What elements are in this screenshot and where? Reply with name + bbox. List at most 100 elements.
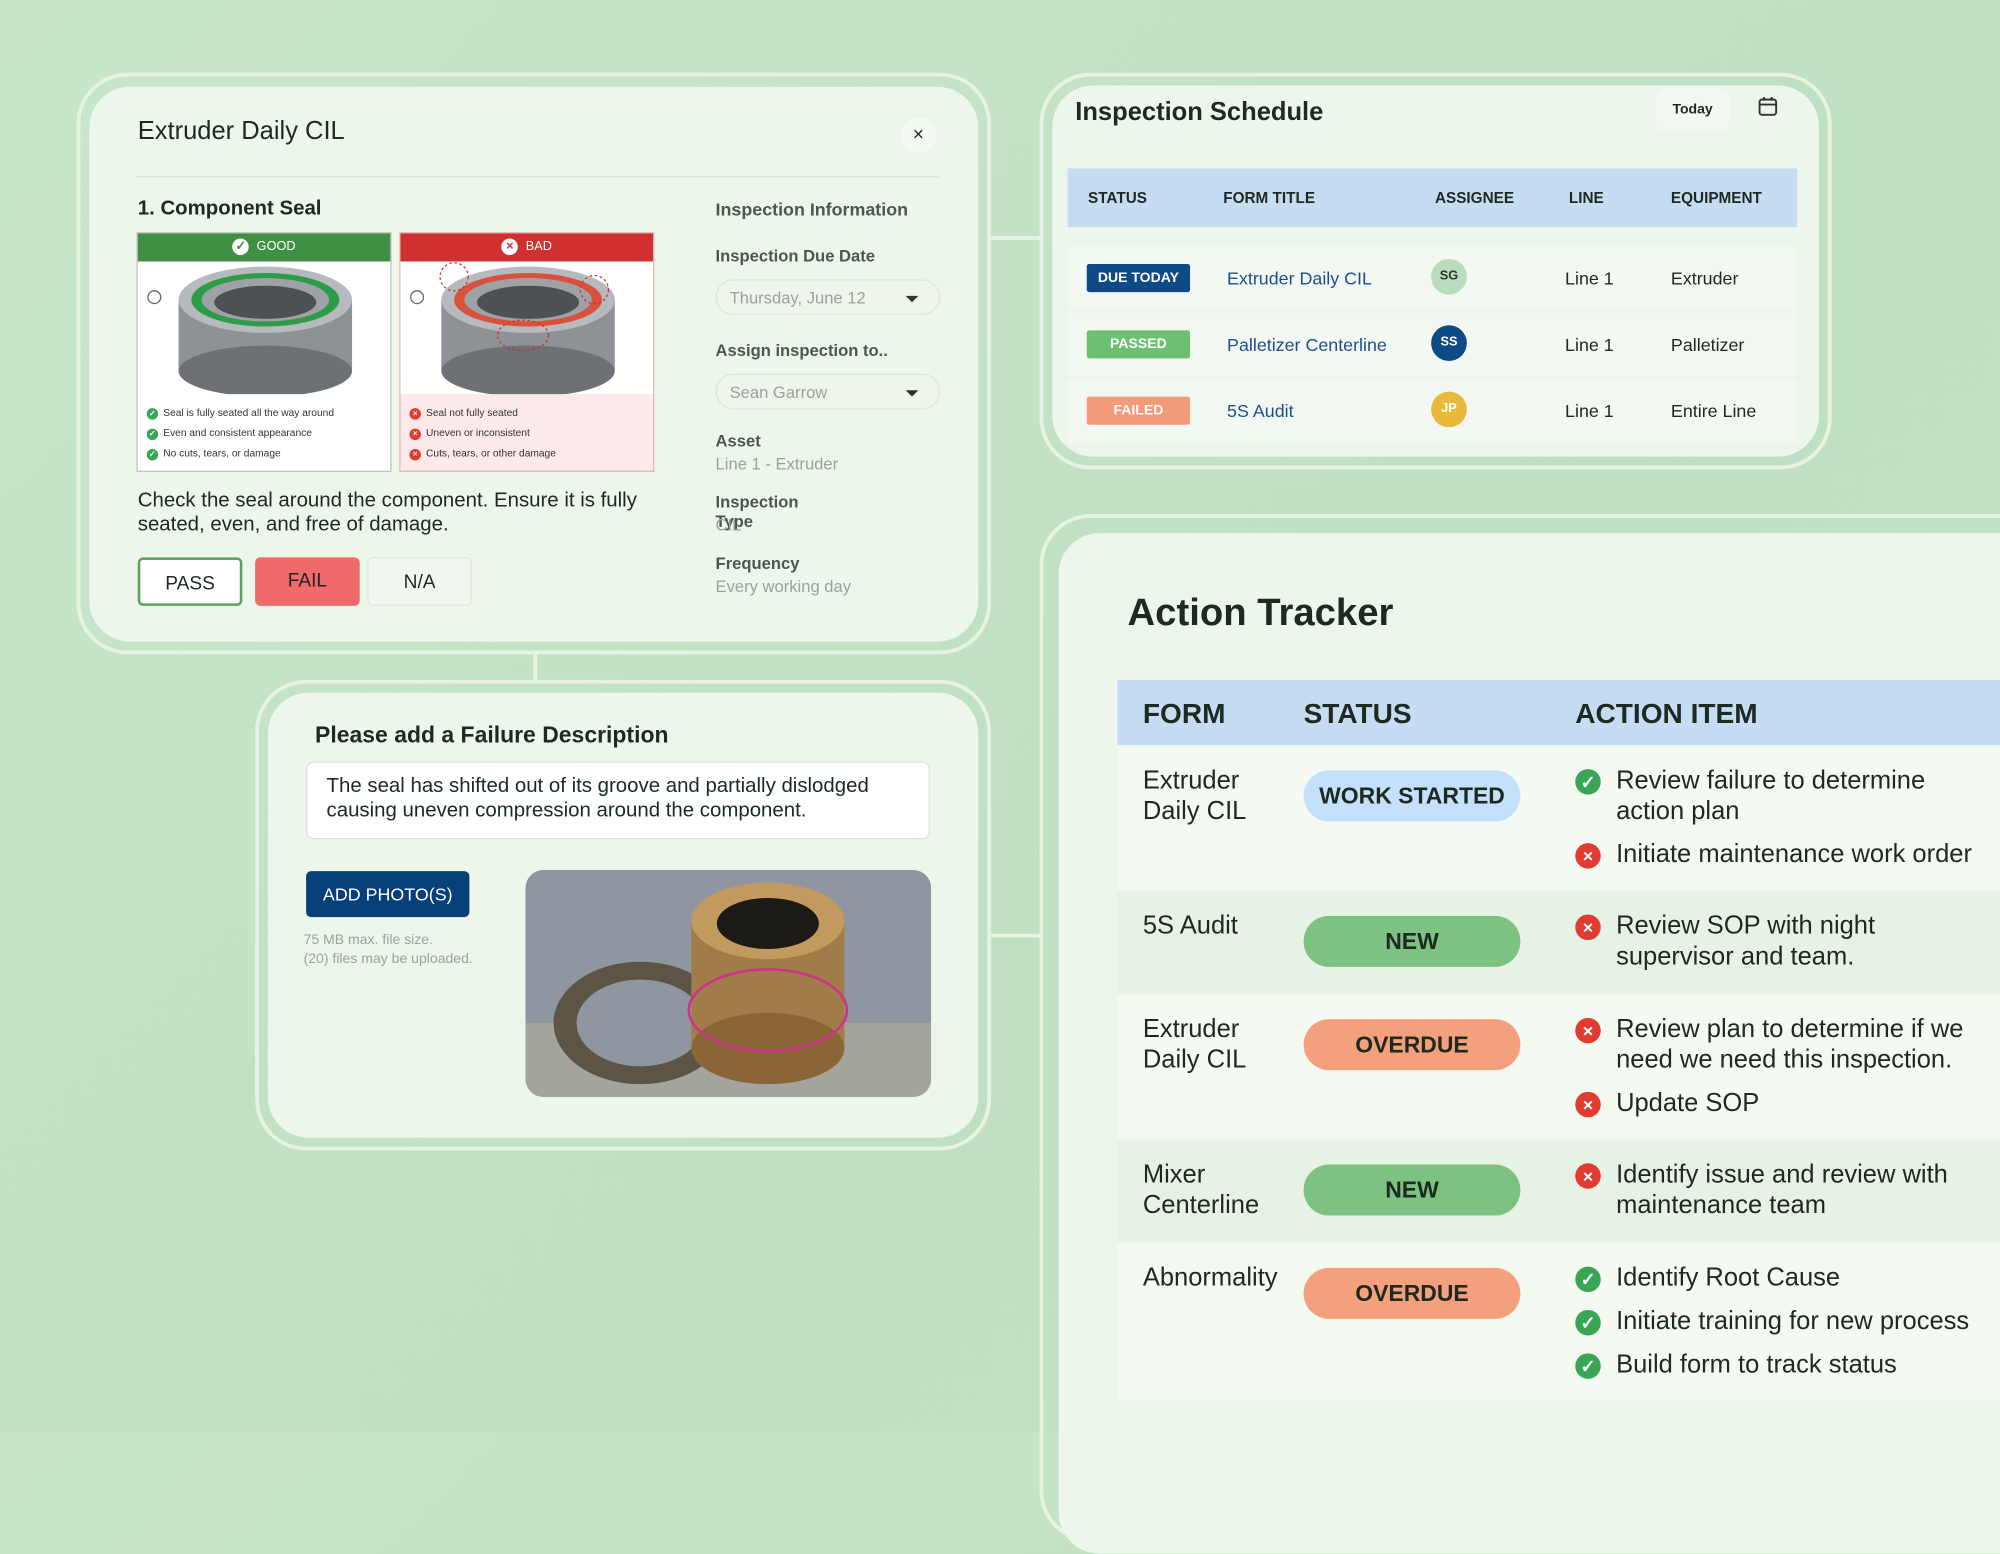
- seal-photo: [400, 261, 654, 395]
- line-cell: Line 1: [1565, 400, 1614, 421]
- example-point: Uneven or inconsistent: [426, 427, 530, 439]
- connector: [991, 933, 1043, 938]
- card-title: Action Tracker: [1127, 591, 1394, 634]
- today-button[interactable]: Today: [1655, 88, 1730, 132]
- line-cell: Line 1: [1565, 334, 1614, 355]
- x-icon: ×: [1575, 1017, 1601, 1044]
- status-pill: OVERDUE: [1303, 1267, 1521, 1319]
- x-icon: ×: [1575, 914, 1601, 941]
- action-item: Build form to track status: [1616, 1350, 1897, 1379]
- example-point: Seal not fully seated: [426, 406, 518, 419]
- divider: [135, 176, 939, 178]
- info-heading: Inspection Information: [715, 198, 909, 220]
- check-icon: ✓: [146, 448, 159, 461]
- action-item: Update SOP: [1616, 1089, 1760, 1118]
- good-label-text: GOOD: [256, 239, 296, 254]
- field-label: Frequency: [715, 553, 800, 573]
- inspection-card: Extruder Daily CIL × 1. Component Seal ✓…: [89, 86, 979, 642]
- table-header: [1067, 168, 1798, 228]
- equipment-cell: Palletizer: [1670, 334, 1745, 355]
- field-value: Line 1 - Extruder: [715, 454, 839, 474]
- bad-label-text: BAD: [525, 239, 553, 254]
- action-item: Initiate training for new process: [1616, 1307, 1970, 1336]
- avatar: SG: [1431, 258, 1467, 295]
- field-value: CIL: [715, 515, 742, 535]
- form-cell: Mixer Centerline: [1142, 1160, 1260, 1220]
- seal-photo: [147, 266, 353, 395]
- card-title: Extruder Daily CIL: [137, 117, 345, 146]
- field-value: Every working day: [715, 576, 852, 596]
- tracker-card: Action Tracker FORM STATUS ACTION ITEM Extr…: [1058, 533, 2000, 1554]
- table-row: Mixer Centerline NEW × Identify issue and r…: [1117, 1140, 2000, 1242]
- table-header: [1117, 679, 2000, 745]
- column-header: STATUS: [1088, 188, 1147, 207]
- action-item: Identify Root Cause: [1616, 1264, 1841, 1293]
- column-header: LINE: [1568, 188, 1604, 207]
- example-point: Even and consistent appearance: [163, 427, 312, 439]
- assignee-select[interactable]: Sean Garrow: [715, 373, 941, 410]
- form-link[interactable]: 5S Audit: [1227, 400, 1294, 421]
- check-icon: ✓: [146, 428, 159, 441]
- card-title: Please add a Failure Description: [315, 721, 669, 748]
- bad-example: × BAD × Seal not fully seated × Uneven or in…: [399, 232, 655, 472]
- field-label: Asset: [715, 431, 761, 451]
- good-label: ✓ GOOD: [137, 233, 391, 262]
- column-header: FORM: [1142, 697, 1226, 730]
- connector: [991, 235, 1043, 240]
- x-icon: ×: [1575, 1163, 1601, 1189]
- status-badge: DUE TODAY: [1086, 264, 1191, 293]
- example-point: Seal is fully seated all the way around: [163, 406, 335, 419]
- failure-photo: [525, 869, 932, 1097]
- fail-button[interactable]: FAIL: [255, 557, 360, 606]
- card-frame: [76, 72, 992, 655]
- good-example: ✓ GOOD ✓ Seal is fully seated all the way …: [136, 232, 392, 472]
- status-badge: FAILED: [1086, 396, 1191, 425]
- stage: Extruder Daily CIL × 1. Component Seal ✓…: [76, 72, 2000, 1554]
- status-pill: NEW: [1303, 1164, 1521, 1216]
- pass-button[interactable]: PASS: [137, 557, 243, 606]
- avatar: SS: [1431, 325, 1467, 361]
- calendar-icon[interactable]: [1758, 96, 1778, 116]
- check-icon: ✓: [146, 408, 159, 420]
- x-icon: ×: [409, 448, 421, 461]
- na-button[interactable]: N/A: [367, 557, 472, 606]
- column-header: ASSIGNEE: [1434, 188, 1515, 207]
- form-cell: Extruder Daily CIL: [1142, 766, 1247, 826]
- status-pill: WORK STARTED: [1303, 770, 1521, 822]
- line-cell: Line 1: [1565, 267, 1614, 289]
- action-item: Identify issue and review with maintenan…: [1616, 1160, 1948, 1220]
- card-frame: [255, 679, 992, 1151]
- check-icon: ✓: [1575, 769, 1601, 795]
- upload-note: 75 MB max. file size.: [303, 932, 434, 948]
- check-icon: ✓: [1575, 1353, 1601, 1379]
- description-input[interactable]: The seal has shifted out of its groove a…: [306, 761, 930, 840]
- card-title: Inspection Schedule: [1075, 98, 1324, 127]
- table-row: Extruder Daily CIL OVERDUE × Review plan to…: [1117, 994, 2000, 1138]
- action-item: Initiate maintenance work order: [1616, 840, 1972, 869]
- field-label: Assign inspection to..: [715, 340, 888, 360]
- section-title: 1. Component Seal: [137, 197, 322, 220]
- status-pill: OVERDUE: [1303, 1019, 1521, 1071]
- due-date-select[interactable]: Thursday, June 12: [715, 279, 941, 316]
- form-link[interactable]: Palletizer Centerline: [1227, 334, 1387, 355]
- close-button[interactable]: ×: [900, 117, 937, 154]
- x-icon: ×: [1575, 843, 1601, 869]
- instruction: Check the seal around the component. Ens…: [137, 489, 637, 536]
- card-frame: [1039, 72, 1832, 470]
- avatar: JP: [1431, 391, 1467, 428]
- table-row: Abnormality OVERDUE ✓ Identify Root Cause ✓ I…: [1117, 1243, 2000, 1400]
- failure-card: Please add a Failure Description The sea…: [267, 692, 979, 1138]
- form-link[interactable]: Extruder Daily CIL: [1227, 267, 1372, 289]
- field-label: Inspection Type: [715, 492, 799, 531]
- upload-note: (20) files may be uploaded.: [303, 951, 473, 967]
- schedule-card: Inspection Schedule Today STATUS FORM TIT…: [1052, 85, 1819, 457]
- check-icon: ✓: [1575, 1309, 1601, 1336]
- form-cell: 5S Audit: [1142, 911, 1238, 941]
- equipment-cell: Extruder: [1670, 267, 1739, 289]
- column-header: STATUS: [1303, 697, 1412, 730]
- x-icon: ×: [1575, 1091, 1601, 1118]
- column-header: FORM TITLE: [1223, 188, 1316, 207]
- form-cell: Abnormality: [1142, 1264, 1278, 1293]
- add-photo-button[interactable]: ADD PHOTO(S): [306, 871, 470, 918]
- column-header: ACTION ITEM: [1575, 697, 1758, 730]
